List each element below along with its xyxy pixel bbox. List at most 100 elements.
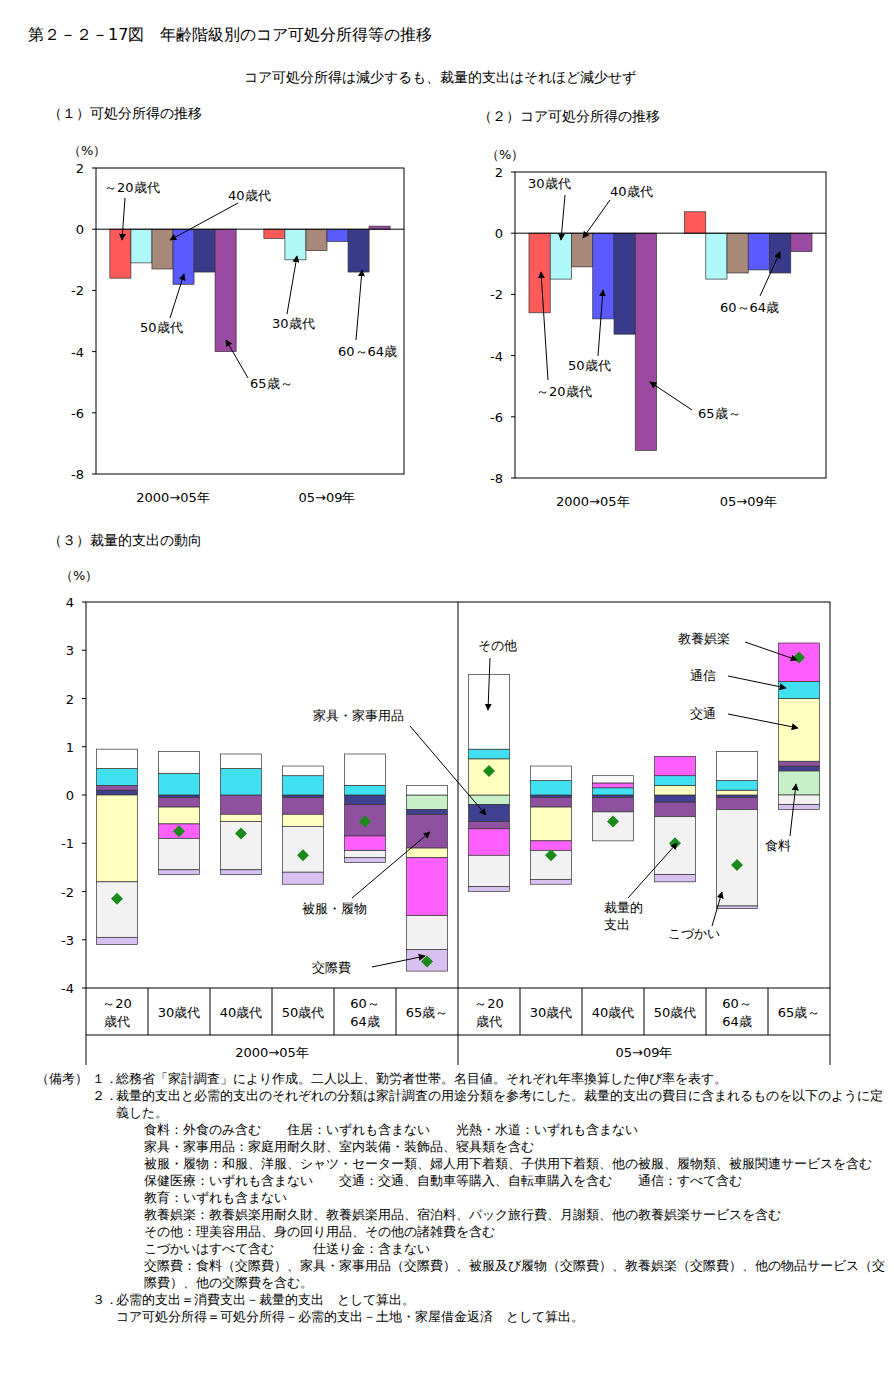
bar — [348, 229, 369, 272]
text-line: 2 — [66, 692, 74, 707]
y-tick — [82, 939, 86, 940]
note-definition: 教育：いずれも含まない — [116, 1189, 888, 1206]
annotation-arrow — [352, 832, 430, 898]
text-line: （%） — [60, 568, 98, 583]
bar-segment — [407, 809, 448, 814]
total-marker — [545, 849, 557, 861]
x-tick-label: 30歳代 — [158, 1005, 201, 1020]
text-line: 3 — [66, 643, 74, 658]
table-line — [644, 988, 645, 1035]
text-line: 60～64歳 — [338, 344, 397, 359]
bar — [727, 233, 748, 273]
bar — [194, 229, 215, 272]
total-marker — [731, 859, 743, 871]
total-marker — [607, 816, 619, 828]
table-line — [272, 988, 273, 1035]
note-definition: 食料：外食のみ含む 住居：いずれも含まない 光熱・水道：いずれも含まない — [116, 1121, 888, 1138]
text-line: -1 — [61, 836, 74, 851]
annotation-arrow — [170, 203, 238, 240]
text-line: 65歳～ — [778, 1005, 821, 1020]
bar-segment — [283, 776, 324, 795]
y-tick-label: -4 — [490, 349, 503, 364]
y-tick — [82, 602, 86, 603]
bar-segment — [407, 814, 448, 848]
text-line: ～20 — [474, 996, 504, 1011]
text-line: 40歳代 — [592, 1005, 635, 1020]
note-definition: 保健医療：いずれも含まない 交通：交通、自動車等購入、自転車購入を含む 通信：す… — [116, 1172, 888, 1189]
total-marker — [359, 816, 371, 828]
bar — [684, 212, 705, 233]
series-annotation: 裁量的支出 — [604, 900, 643, 932]
text-line: ～20 — [102, 996, 132, 1011]
y-tick-label: 3 — [66, 643, 74, 658]
y-tick — [82, 746, 86, 747]
series-annotation: 食料 — [765, 838, 791, 853]
y-tick-label: 1 — [66, 740, 74, 755]
note-body: 総務省「家計調査」により作成。二人以上、勤労者世帯。名目値。それぞれ年率換算した… — [116, 1070, 888, 1087]
bar-segment — [593, 783, 634, 788]
note-line: 総務省「家計調査」により作成。二人以上、勤労者世帯。名目値。それぞれ年率換算した… — [116, 1070, 888, 1087]
bar-segment — [469, 855, 510, 886]
table-line — [148, 988, 149, 1035]
bar-segment — [779, 771, 820, 795]
annotation-arrow — [583, 200, 610, 238]
bar-segment — [531, 841, 572, 851]
annotation-arrow — [650, 382, 692, 410]
x-tick-label: 50歳代 — [654, 1005, 697, 1020]
table-line — [86, 988, 87, 1065]
bar-segment — [283, 795, 324, 797]
bar-segment — [469, 759, 510, 795]
text-line: 40歳代 — [228, 188, 271, 203]
chart-title: （２）コア可処分所得の推移 — [478, 108, 660, 124]
figure-subtitle: コア可処分所得は減少するも、裁量的支出はそれほど減少せず — [244, 69, 636, 85]
text-line: 50歳代 — [140, 320, 183, 335]
bar-segment — [469, 829, 510, 856]
text-line: 05→09年 — [616, 1045, 673, 1060]
table-line — [768, 988, 769, 1035]
text-line: 家具・家事用品 — [313, 708, 404, 723]
total-marker — [483, 765, 495, 777]
bar-segment — [159, 807, 200, 824]
y-tick-label: -1 — [61, 836, 74, 851]
y-tick-label: -3 — [61, 933, 74, 948]
text-line: その他 — [478, 638, 517, 653]
series-annotation: ～20歳代 — [104, 180, 160, 195]
bar-segment — [593, 797, 634, 811]
x-tick-label: ～20歳代 — [102, 996, 132, 1029]
annotation-arrow — [287, 256, 297, 314]
annotation-arrow — [598, 290, 603, 356]
bar-segment — [345, 850, 386, 857]
bar-segment — [717, 906, 758, 908]
series-annotation: 家具・家事用品 — [313, 708, 404, 723]
bar-segment — [779, 805, 820, 810]
series-annotation: 30歳代 — [528, 176, 571, 191]
bar-segment — [779, 643, 820, 682]
bar-segment — [407, 795, 448, 809]
bar-segment — [221, 768, 262, 795]
plot-marks — [110, 226, 390, 351]
bar — [635, 233, 656, 450]
bar-segment — [531, 797, 572, 807]
bar-segment — [469, 887, 510, 892]
y-tick-label: -2 — [71, 283, 84, 298]
text-line: -4 — [490, 349, 503, 364]
text-line: 2000→05年 — [136, 490, 210, 505]
text-line: 50歳代 — [568, 358, 611, 373]
bar-segment — [97, 795, 138, 882]
bar-segment — [345, 754, 386, 785]
chart-title: （１）可処分所得の推移 — [48, 105, 202, 121]
bar-segment — [593, 788, 634, 795]
text-line: -8 — [71, 467, 84, 482]
series-annotation: 交通 — [690, 706, 716, 721]
y-tick-label: -6 — [71, 406, 84, 421]
total-marker — [111, 893, 123, 905]
text-line: -8 — [490, 471, 503, 486]
y-tick-label: -2 — [490, 287, 503, 302]
bar-segment — [221, 822, 262, 870]
bar-segment — [159, 752, 200, 774]
bar-segment — [283, 826, 324, 872]
y-tick — [82, 843, 86, 844]
bar-segment — [345, 805, 386, 836]
y-tick — [511, 416, 515, 417]
bar — [215, 229, 236, 351]
